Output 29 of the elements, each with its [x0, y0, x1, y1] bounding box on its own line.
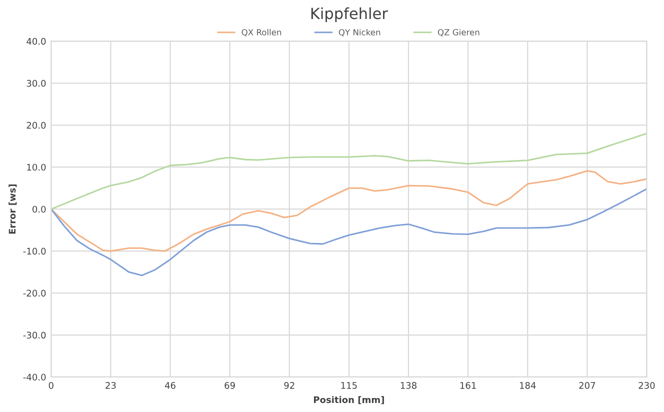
y-tick-label: 0.0: [32, 206, 46, 213]
x-tick-label: 207: [579, 382, 596, 389]
x-tick-label: 0: [48, 382, 54, 389]
y-tick-label: 40.0: [26, 38, 46, 45]
y-tick-label: 10.0: [27, 164, 46, 171]
line-series: [51, 132, 647, 210]
x-tick-label: 138: [400, 382, 416, 389]
y-tick-label: -30.0: [23, 332, 46, 339]
line-series: [51, 170, 647, 252]
legend-label: QZ Gieren: [438, 28, 480, 36]
y-tick-label: 30.0: [26, 80, 46, 87]
y-axis-title: Error [ws]: [8, 184, 17, 234]
x-tick-label: 184: [520, 382, 536, 389]
y-tick-label: 20.0: [26, 122, 46, 129]
x-tick-label: 46: [164, 382, 176, 389]
x-tick-label: 23: [106, 382, 116, 389]
y-tick-label: -40.0: [23, 374, 46, 381]
x-axis-title: Position [mm]: [314, 396, 384, 404]
chart-title: Kippfehler: [311, 7, 388, 22]
x-tick-label: 92: [284, 382, 294, 389]
line-series: [51, 188, 647, 276]
x-tick-label: 115: [341, 382, 357, 389]
x-tick-label: 161: [460, 382, 476, 389]
x-tick-label: 69: [224, 382, 235, 389]
y-tick-label: -10.0: [23, 248, 46, 255]
legend-label: QX Rollen: [242, 28, 282, 36]
x-tick-label: 230: [638, 382, 655, 389]
y-tick-label: -20.0: [23, 290, 46, 297]
legend-label: QY Nicken: [338, 28, 380, 36]
